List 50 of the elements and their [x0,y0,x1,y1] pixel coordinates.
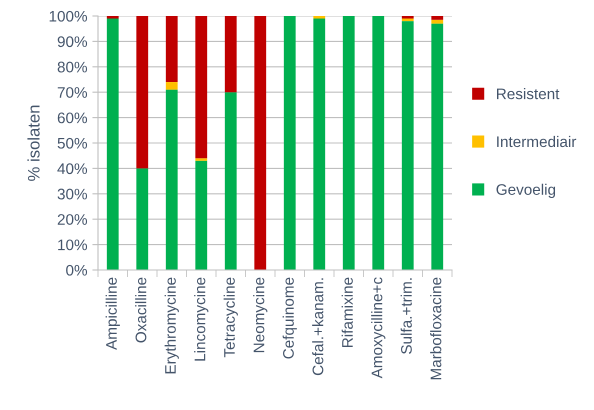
bar [106,16,119,19]
bar [195,16,208,158]
x-tick-label: Marbofloxacine [430,278,442,380]
y-tick-label: 80% [58,62,88,72]
x-tick-label: Lincomycine [194,278,208,361]
x-tick-label: Rifamixine [342,278,353,348]
bar [342,16,355,270]
bar [402,16,414,19]
bar [224,16,237,92]
bar [224,92,237,270]
bar [166,82,178,90]
legend-label: Resistent [497,88,560,100]
bar [166,16,178,82]
x-tick-label: Cefquinome [282,278,297,359]
bar [106,18,119,270]
bar [195,160,208,270]
bar [136,168,148,270]
y-tick-label: 30% [58,188,88,200]
y-tick-label: 10% [58,239,88,250]
x-tick-label: Amoxycilline+c [371,277,386,378]
y-tick-label: 50% [58,138,88,149]
bar [402,21,414,270]
bar [195,158,208,161]
y-tick-label: 100% [50,10,88,22]
y-tick-label: 40% [57,163,88,174]
x-tick-label: Tetracycline [224,278,238,358]
x-tick-label: Cefal.+kanam. [312,278,324,376]
bar [372,16,384,270]
y-tick-label: 60% [58,112,88,124]
legend-label: Intermediair [497,136,576,148]
bar [313,16,326,19]
y-axis-title: % isolaten [27,106,40,181]
bar [284,16,296,270]
x-tick-label: Erythromycine [164,278,179,374]
bar [254,16,266,270]
x-tick-label: Neomycine [253,278,268,352]
y-tick-label: 20% [58,214,88,225]
bar [166,90,178,270]
y-tick-label: 0% [66,264,88,276]
legend-label: Gevoelig [496,184,556,198]
y-tick-label: 70% [58,87,88,98]
bar [136,16,148,168]
x-tick-label: Sulfa.+trim. [400,278,412,354]
x-tick-label: Oxacilline [135,278,146,342]
x-tick-label: Ampicilline [106,278,120,350]
bar [402,18,414,22]
bar [431,16,444,20]
bar [431,24,444,270]
y-tick-label: 90% [58,36,88,48]
bar [313,18,326,270]
